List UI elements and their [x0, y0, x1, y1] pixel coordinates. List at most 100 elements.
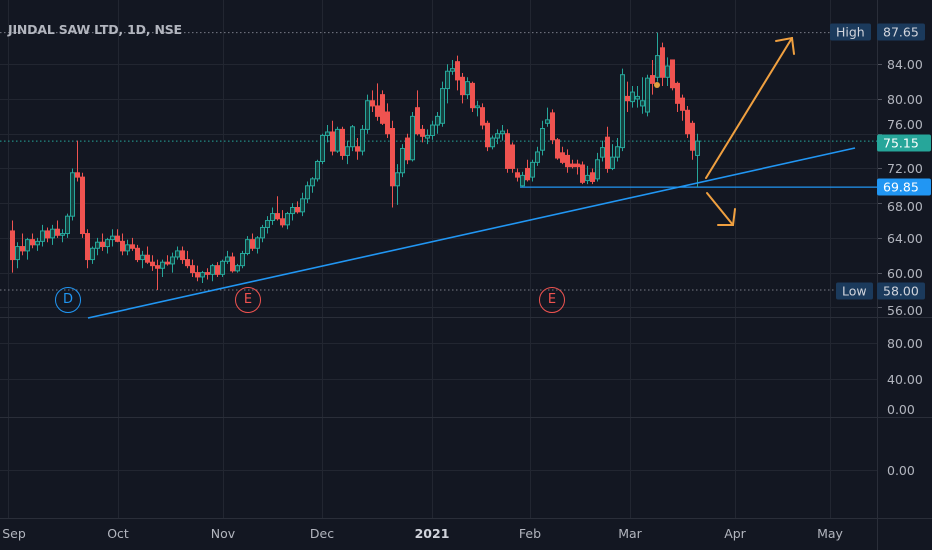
candle-down — [510, 142, 515, 173]
candle-up — [400, 144, 405, 178]
candle-down — [30, 233, 35, 249]
candle-up — [600, 140, 605, 162]
candle-body — [290, 207, 295, 215]
candle-body — [165, 261, 170, 265]
candle-down — [690, 120, 695, 160]
candle-down — [550, 109, 555, 145]
candle-down — [485, 120, 490, 152]
candle-up — [240, 250, 245, 269]
support-level-tag: 69.85 — [877, 178, 931, 196]
candle-body — [485, 122, 490, 148]
candle-up — [110, 229, 115, 247]
candle-body — [565, 154, 570, 168]
candle-up — [310, 177, 315, 193]
candle-body — [75, 172, 80, 178]
candle-body — [65, 215, 70, 235]
candle-body — [545, 119, 550, 124]
candle-body — [70, 172, 75, 217]
candle-body — [85, 233, 90, 261]
candle-body — [650, 75, 655, 84]
candle-up — [635, 85, 640, 108]
candle-body — [330, 131, 335, 152]
candle-body — [90, 247, 95, 261]
candle-up — [305, 181, 310, 204]
candle-body — [385, 111, 390, 135]
candle-up — [200, 270, 205, 284]
candle-body — [690, 122, 695, 151]
candle-up — [270, 207, 275, 225]
candle-up — [95, 237, 100, 256]
earnings-marker[interactable]: E — [235, 287, 261, 313]
candle-body — [95, 241, 100, 249]
candle-up — [60, 229, 65, 243]
candle-body — [105, 239, 110, 248]
candle-body — [25, 239, 30, 252]
candle-down — [590, 168, 595, 185]
candle-body — [675, 82, 680, 104]
candle-body — [300, 198, 305, 213]
candle-up — [105, 237, 110, 254]
bullish-arrow[interactable] — [705, 36, 795, 179]
candle-down — [375, 83, 380, 121]
candle-up — [435, 112, 440, 134]
candle-body — [570, 163, 575, 168]
candle-up — [530, 159, 535, 182]
candle-up — [360, 125, 365, 156]
candle-body — [695, 140, 700, 156]
candle-down — [380, 90, 385, 126]
candle-down — [80, 172, 85, 238]
candle-body — [220, 260, 225, 275]
dividend-marker[interactable]: D — [55, 287, 81, 313]
candle-up — [425, 129, 430, 145]
candle-up — [15, 242, 20, 269]
candle-body — [360, 128, 365, 152]
candle-body — [210, 265, 215, 275]
candle-body — [140, 254, 145, 261]
candle-body — [285, 213, 290, 226]
candles — [10, 32, 700, 290]
bearish-arrow[interactable] — [706, 192, 736, 226]
candle-body — [380, 94, 385, 124]
candle-body — [335, 128, 340, 152]
candle-up — [365, 94, 370, 134]
candle-body — [580, 164, 585, 183]
candle-down — [180, 246, 185, 264]
candle-body — [440, 88, 445, 124]
candle-down — [580, 161, 585, 185]
candle-up — [255, 236, 260, 254]
candle-body — [175, 250, 180, 258]
candle-up — [345, 140, 350, 165]
price-levels — [0, 32, 877, 291]
drawings[interactable] — [87, 36, 856, 319]
candle-body — [265, 220, 270, 228]
candle-body — [375, 105, 380, 117]
candle-body — [500, 130, 505, 135]
candle-down — [120, 233, 125, 256]
candle-body — [225, 256, 230, 262]
candle-body — [660, 47, 665, 78]
candle-body — [235, 265, 240, 272]
x-tick-label: Apr — [724, 526, 746, 541]
candle-body — [230, 256, 235, 272]
y-tick-label: 80.00 — [887, 91, 923, 107]
candle-body — [525, 167, 530, 181]
ascending-trendline[interactable] — [87, 147, 856, 319]
candle-down — [415, 90, 420, 136]
candle-body — [625, 95, 630, 102]
candle-body — [515, 172, 520, 178]
candle-body — [465, 81, 470, 96]
candle-body — [575, 163, 580, 168]
candle-up — [445, 64, 450, 104]
candle-down — [330, 120, 335, 156]
candle-body — [125, 244, 130, 252]
earnings-marker[interactable]: E — [539, 287, 565, 313]
candle-down — [675, 81, 680, 113]
candle-body — [590, 172, 595, 182]
candle-up — [285, 211, 290, 230]
candle-up — [610, 144, 615, 171]
candle-body — [155, 265, 160, 269]
candle-body — [320, 134, 325, 162]
candle-body — [180, 250, 185, 261]
candle-body — [600, 147, 605, 158]
